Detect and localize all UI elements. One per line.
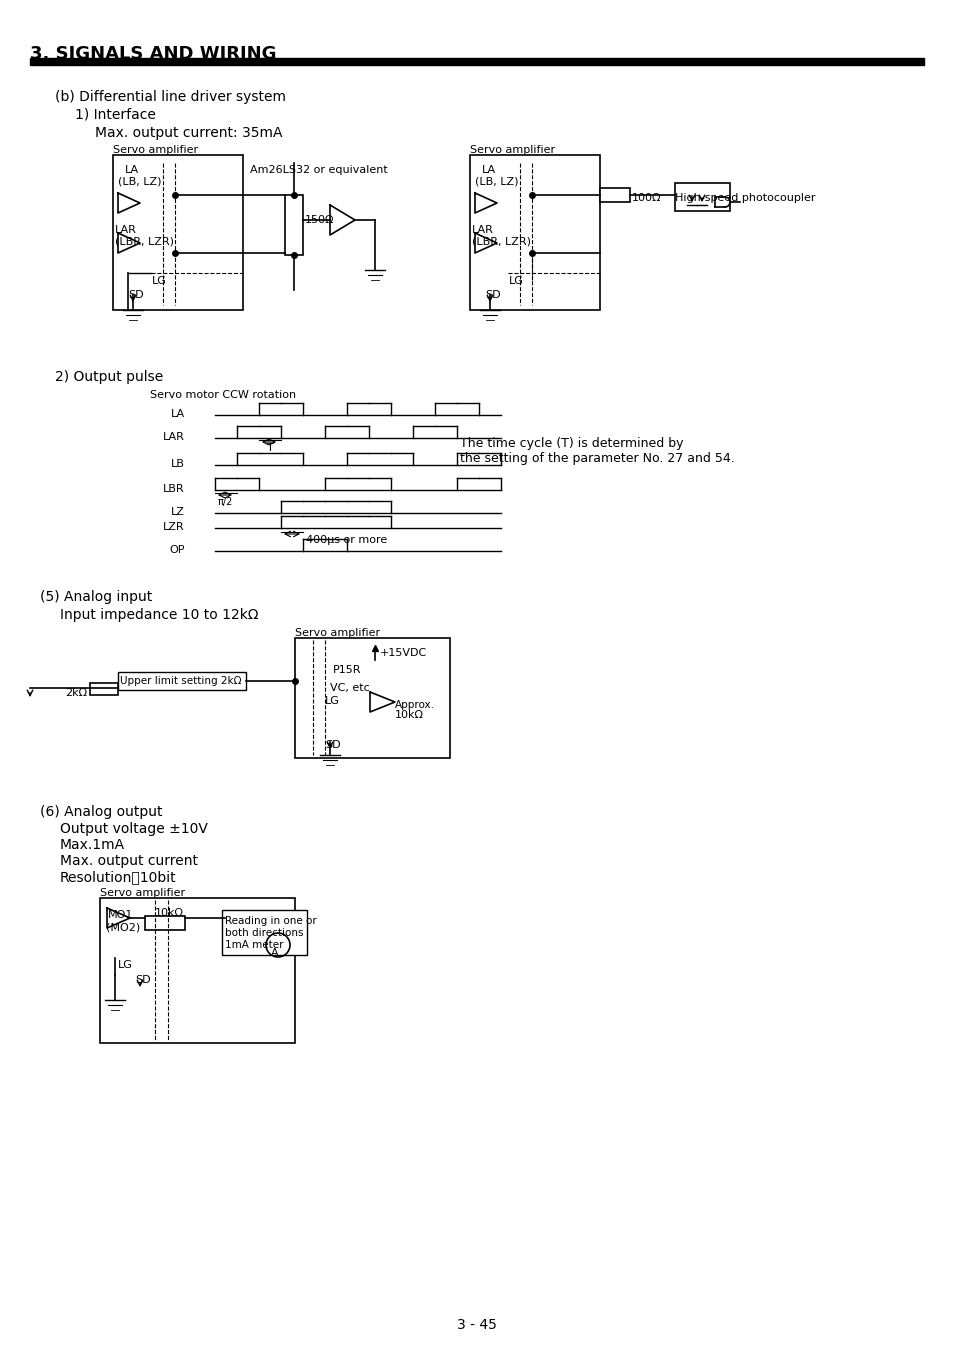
Bar — [285, 194, 303, 255]
Text: LBR: LBR — [163, 485, 185, 494]
Text: Approx.: Approx. — [395, 701, 435, 710]
Bar — [112, 155, 243, 310]
Text: LAR: LAR — [115, 225, 136, 235]
Text: (LBR, LZR): (LBR, LZR) — [115, 236, 173, 246]
Text: (5) Analog input: (5) Analog input — [40, 590, 152, 603]
Text: 3 - 45: 3 - 45 — [456, 1318, 497, 1332]
Text: High-speed photocoupler: High-speed photocoupler — [675, 193, 815, 202]
Text: the setting of the parameter No. 27 and 54.: the setting of the parameter No. 27 and … — [459, 452, 734, 464]
Bar — [145, 917, 185, 930]
Bar — [30, 58, 923, 65]
Text: SD: SD — [128, 290, 144, 300]
Text: Am26LS32 or equivalent: Am26LS32 or equivalent — [250, 165, 387, 176]
Text: 2) Output pulse: 2) Output pulse — [55, 370, 163, 383]
Bar — [222, 910, 307, 954]
Text: LG: LG — [118, 960, 132, 971]
Text: Input impedance 10 to 12kΩ: Input impedance 10 to 12kΩ — [60, 608, 258, 622]
Text: (6) Analog output: (6) Analog output — [40, 805, 162, 819]
Text: LZ: LZ — [171, 508, 185, 517]
Text: A: A — [271, 948, 278, 958]
Text: LAR: LAR — [472, 225, 494, 235]
Text: 10kΩ: 10kΩ — [395, 710, 423, 720]
Text: 100Ω: 100Ω — [631, 193, 660, 202]
Text: both directions: both directions — [225, 927, 303, 938]
Text: LA: LA — [125, 165, 139, 176]
Bar — [599, 188, 629, 202]
Text: Servo amplifier: Servo amplifier — [470, 144, 555, 155]
Text: Servo motor CCW rotation: Servo motor CCW rotation — [150, 390, 295, 400]
Text: Output voltage ±10V: Output voltage ±10V — [60, 822, 208, 836]
Text: LZR: LZR — [163, 522, 185, 532]
Text: Max.1mA: Max.1mA — [60, 838, 125, 852]
Text: LA: LA — [171, 409, 185, 418]
Bar — [90, 683, 118, 695]
Text: Max. output current: Max. output current — [60, 855, 198, 868]
Text: P15R: P15R — [333, 666, 361, 675]
Text: SD: SD — [325, 740, 340, 751]
Text: LG: LG — [152, 275, 167, 286]
Text: Servo amplifier: Servo amplifier — [100, 888, 185, 898]
Text: LG: LG — [325, 697, 339, 706]
Text: LA: LA — [481, 165, 496, 176]
Text: Reading in one or: Reading in one or — [225, 917, 316, 926]
Text: π/2: π/2 — [218, 497, 233, 508]
Text: 1mA meter: 1mA meter — [225, 940, 283, 950]
Text: +15VDC: +15VDC — [379, 648, 427, 657]
Text: 2kΩ: 2kΩ — [65, 688, 87, 698]
Text: (LBR, LZR): (LBR, LZR) — [472, 236, 531, 246]
Text: Upper limit setting 2kΩ: Upper limit setting 2kΩ — [120, 676, 241, 686]
Text: VC, etc: VC, etc — [330, 683, 370, 693]
Bar — [118, 672, 246, 690]
Bar — [675, 184, 729, 211]
Text: (LB, LZ): (LB, LZ) — [118, 176, 161, 186]
Text: 150Ω: 150Ω — [305, 215, 335, 225]
Text: LB: LB — [171, 459, 185, 468]
Bar — [294, 639, 450, 757]
Text: SD: SD — [484, 290, 500, 300]
Text: 400μs or more: 400μs or more — [306, 535, 387, 545]
Text: The time cycle (T) is determined by: The time cycle (T) is determined by — [459, 437, 682, 450]
Text: T: T — [267, 443, 274, 454]
Bar — [470, 155, 599, 310]
Text: Servo amplifier: Servo amplifier — [294, 628, 379, 639]
Text: LG: LG — [509, 275, 523, 286]
Text: MO1: MO1 — [108, 910, 133, 919]
Text: 10kΩ: 10kΩ — [154, 909, 184, 918]
Bar — [100, 898, 294, 1044]
Text: (LB, LZ): (LB, LZ) — [475, 176, 518, 186]
Text: Servo amplifier: Servo amplifier — [112, 144, 198, 155]
Text: 1) Interface: 1) Interface — [75, 108, 155, 122]
Text: Resolution：10bit: Resolution：10bit — [60, 869, 176, 884]
Text: OP: OP — [170, 545, 185, 555]
Text: (MO2): (MO2) — [106, 922, 140, 931]
Text: SD: SD — [135, 975, 151, 985]
Text: LAR: LAR — [163, 432, 185, 441]
Text: Max. output current: 35mA: Max. output current: 35mA — [95, 126, 282, 140]
Text: 3. SIGNALS AND WIRING: 3. SIGNALS AND WIRING — [30, 45, 276, 63]
Text: (b) Differential line driver system: (b) Differential line driver system — [55, 90, 286, 104]
